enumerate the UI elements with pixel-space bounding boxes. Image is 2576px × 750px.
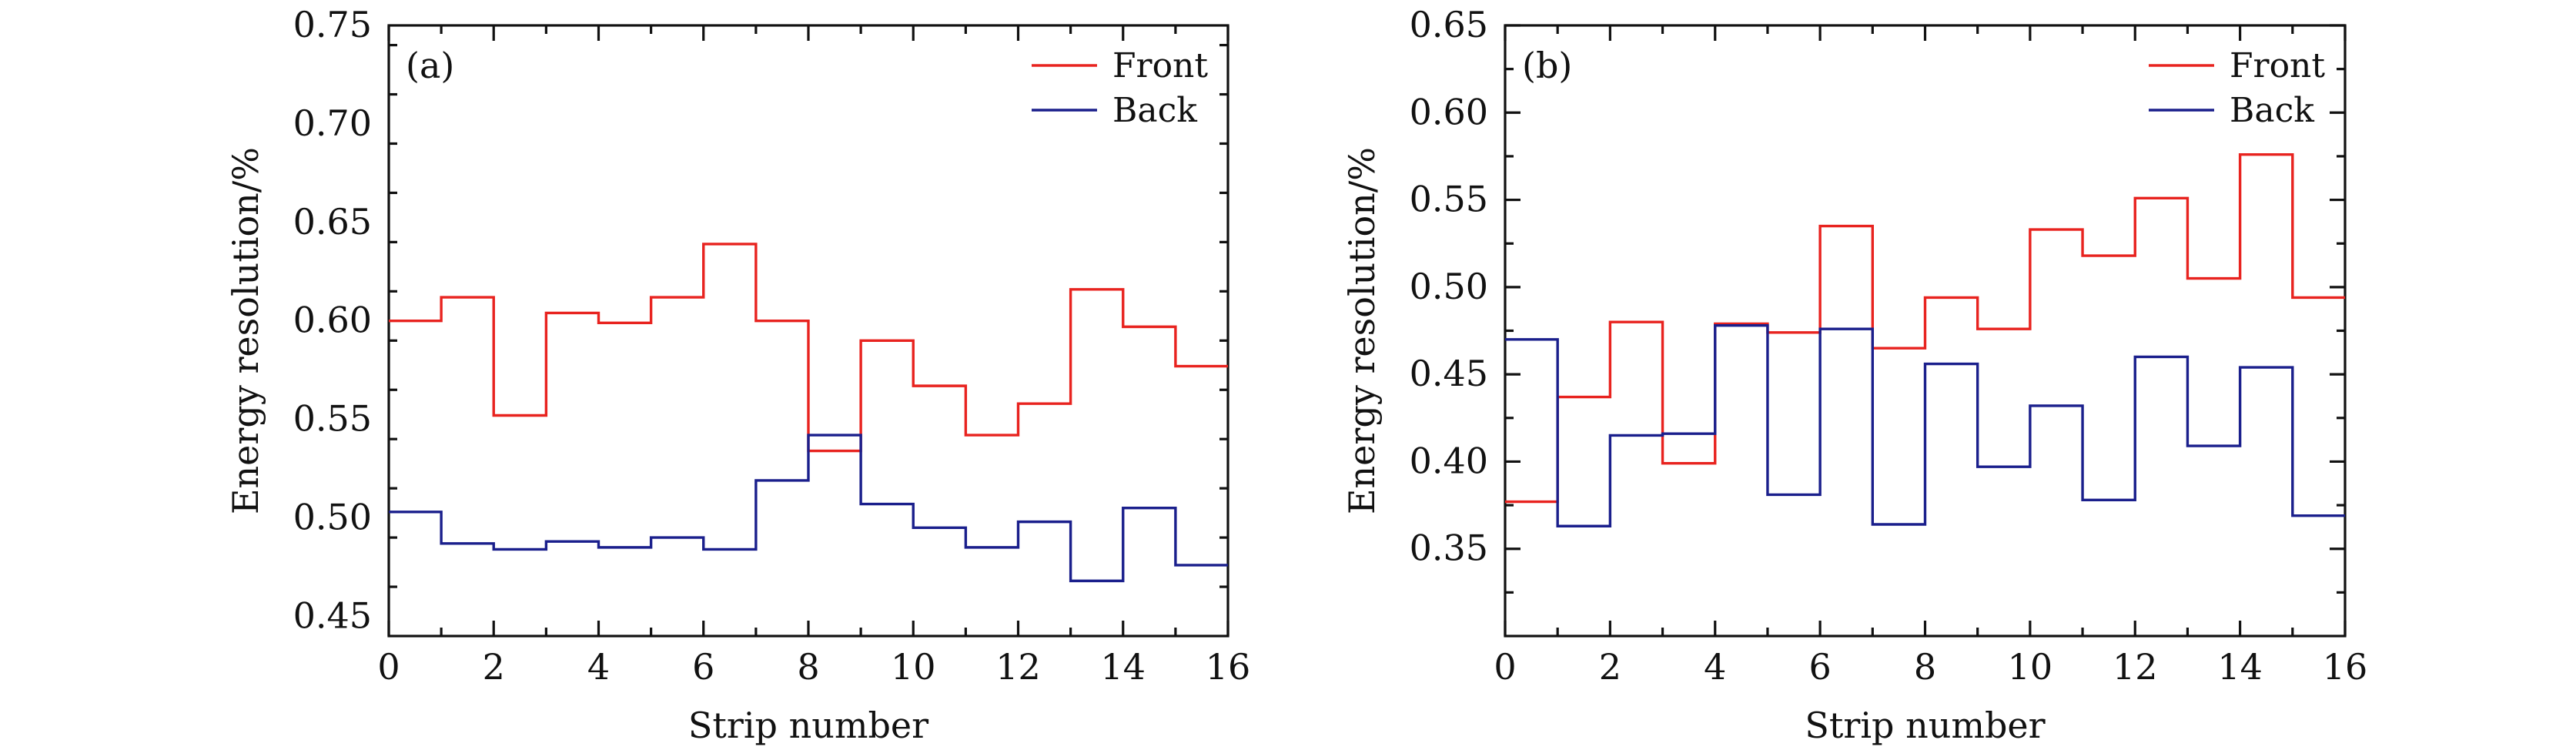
series-front bbox=[1505, 152, 2345, 504]
chart-panel-b: 0 2 4 6 8 10 12 14 16 0.35 0.40 0.45 0.50 0.55 0.60 0.6… bbox=[1341, 4, 2367, 746]
x-axis-title: Strip number bbox=[688, 705, 928, 746]
chart-panel-a: 0 2 4 6 8 10 12 14 16 0.45 0.50 0.55 0.60 0.65 0.70 0.7… bbox=[225, 4, 1250, 746]
legend-entry-front: Front bbox=[1032, 46, 1208, 85]
y-tick-label: 0.75 bbox=[293, 4, 372, 45]
series-line-front bbox=[389, 243, 1228, 453]
series-line-back bbox=[389, 434, 1228, 583]
x-tick-label: 16 bbox=[1206, 646, 1251, 688]
y-tick-label: 0.65 bbox=[293, 201, 372, 243]
series-back bbox=[1505, 324, 2345, 527]
legend-entry-back: Back bbox=[2149, 91, 2314, 130]
x-tick-label: 12 bbox=[995, 646, 1041, 688]
x-tick-label: 0 bbox=[377, 646, 400, 688]
x-tick-label: 14 bbox=[1100, 646, 1146, 688]
y-axis-title: Energy resolution/% bbox=[1341, 147, 1383, 514]
y-tick-label: 0.40 bbox=[1410, 440, 1488, 481]
y-axis-title: Energy resolution/% bbox=[225, 147, 266, 514]
y-tick-label: 0.60 bbox=[1410, 91, 1488, 132]
legend-label: Back bbox=[2230, 91, 2314, 130]
y-tick-label: 0.45 bbox=[293, 594, 372, 636]
x-axis-title: Strip number bbox=[1805, 705, 2045, 746]
x-tick-label: 10 bbox=[2008, 646, 2053, 688]
x-tick-label: 12 bbox=[2113, 646, 2158, 688]
series-line-back bbox=[1505, 324, 2345, 527]
y-tick-label: 0.50 bbox=[1410, 266, 1488, 307]
x-tick-label: 16 bbox=[2323, 646, 2368, 688]
x-tick-label: 4 bbox=[1704, 646, 1726, 688]
y-tick-label: 0.55 bbox=[1410, 179, 1488, 220]
x-tick-label: 2 bbox=[1599, 646, 1621, 688]
series-back bbox=[389, 434, 1228, 583]
y-tick-label: 0.60 bbox=[293, 300, 372, 341]
y-tick-label: 0.70 bbox=[293, 102, 372, 144]
x-tick-label: 2 bbox=[483, 646, 505, 688]
y-tick-label: 0.45 bbox=[1410, 353, 1488, 394]
panel-label: (a) bbox=[406, 45, 454, 86]
x-tick-label: 8 bbox=[1914, 646, 1936, 688]
x-tick-label: 4 bbox=[587, 646, 610, 688]
y-tick-label: 0.50 bbox=[293, 497, 372, 538]
y-tick-label: 0.35 bbox=[1410, 527, 1488, 569]
x-tick-label: 6 bbox=[1808, 646, 1831, 688]
y-tick-label: 0.55 bbox=[293, 398, 372, 440]
panel-label: (b) bbox=[1522, 45, 1572, 86]
x-tick-label: 6 bbox=[692, 646, 714, 688]
y-tick-label: 0.65 bbox=[1410, 4, 1488, 45]
series-front bbox=[389, 243, 1228, 453]
legend-entry-back: Back bbox=[1032, 91, 1197, 130]
legend-label: Front bbox=[1112, 46, 1208, 85]
legend-entry-front: Front bbox=[2149, 46, 2325, 85]
series-line-front bbox=[1505, 152, 2345, 504]
x-tick-label: 14 bbox=[2217, 646, 2263, 688]
x-tick-label: 8 bbox=[797, 646, 819, 688]
x-tick-label: 0 bbox=[1494, 646, 1516, 688]
legend-label: Front bbox=[2230, 46, 2325, 85]
x-tick-label: 10 bbox=[891, 646, 936, 688]
legend-label: Back bbox=[1112, 91, 1197, 130]
